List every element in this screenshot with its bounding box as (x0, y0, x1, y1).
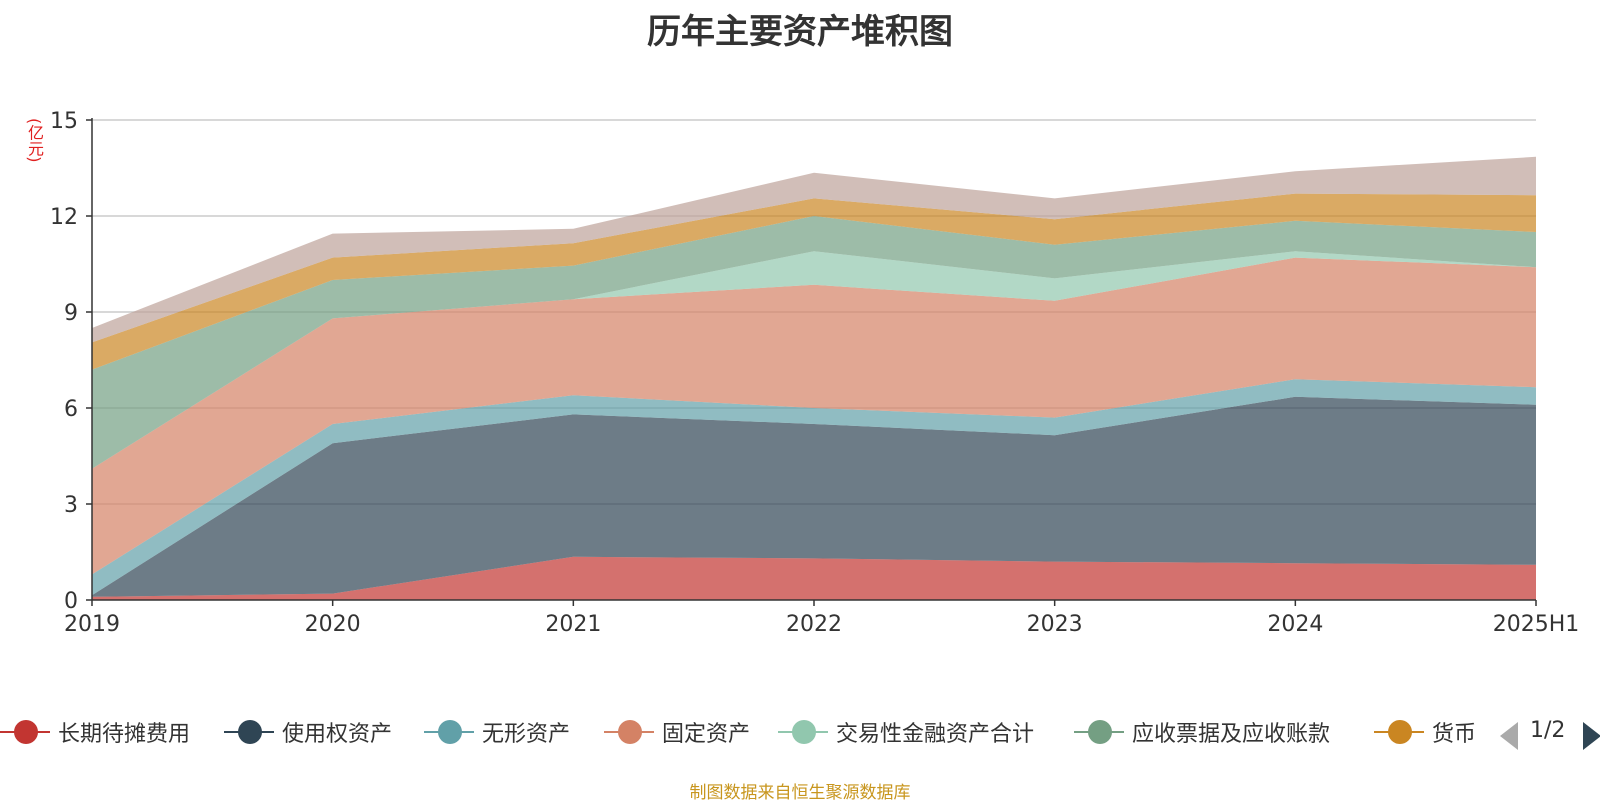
legend-item[interactable]: 使用权资产 (224, 712, 392, 752)
legend-item[interactable]: 无形资产 (424, 712, 570, 752)
legend-next-page-icon[interactable] (1583, 722, 1600, 750)
legend-item[interactable]: 长期待摊费用 (0, 712, 190, 752)
area-series-7 (92, 193, 1536, 370)
tick-labels: 0 3 6 9 12 15 2019 2020 2021 2022 2023 2024 2025H1 (50, 109, 1579, 637)
x-tick-label: 2022 (786, 612, 842, 637)
x-tick-label: 2023 (1027, 612, 1083, 637)
axes (86, 118, 1537, 606)
legend-marker-icon (224, 712, 274, 752)
legend-page-indicator: 1/2 (1530, 718, 1566, 743)
x-tick-label: 2020 (305, 612, 361, 637)
x-tick-label: 2025H1 (1493, 612, 1580, 637)
legend-label: 使用权资产 (282, 722, 393, 747)
area-series-2 (92, 396, 1536, 597)
y-tick-label: 9 (64, 301, 78, 326)
y-tick-label: 15 (50, 109, 78, 134)
y-tick-label: 6 (64, 397, 78, 422)
x-tick-label: 2024 (1267, 612, 1323, 637)
legend-item[interactable]: 货币 (1374, 712, 1476, 752)
legend-marker-icon (0, 712, 50, 752)
legend-marker-icon (424, 712, 474, 752)
legend-item[interactable]: 固定资产 (604, 712, 750, 752)
legend-label: 货币 (1432, 722, 1477, 747)
legend-marker-icon (1374, 712, 1424, 752)
area-series-6 (92, 216, 1536, 469)
legend-label: 应收票据及应收账款 (1132, 722, 1331, 747)
legend: 长期待摊费用 使用权资产 无形资产 固定资产 交易性金融资产合计 应收票据及应收账款 货币 (0, 712, 1600, 752)
source-note: 制图数据来自恒生聚源数据库 (689, 783, 911, 803)
area-series-1 (92, 556, 1536, 600)
legend-label: 固定资产 (662, 722, 751, 747)
stacked-area-chart: 0 3 6 9 12 15 2019 2020 2021 2022 2023 2024 2025H1 (50, 109, 1579, 637)
y-tick-label: 3 (64, 493, 78, 518)
chart-title: 历年主要资产堆积图 (647, 12, 953, 52)
legend-marker-icon (1074, 712, 1124, 752)
x-tick-label: 2019 (64, 612, 120, 637)
y-tick-label: 0 (64, 589, 78, 614)
y-tick-label: 12 (50, 205, 78, 230)
legend-label: 长期待摊费用 (58, 722, 191, 747)
legend-label: 无形资产 (482, 722, 571, 747)
legend-label: 交易性金融资产合计 (836, 722, 1035, 747)
legend-marker-icon (604, 712, 654, 752)
legend-item[interactable]: 交易性金融资产合计 (778, 712, 1034, 752)
x-tick-label: 2021 (545, 612, 601, 637)
area-series (92, 156, 1536, 600)
y-axis-unit-label: (亿元) (25, 118, 44, 163)
legend-item[interactable]: 应收票据及应收账款 (1074, 712, 1330, 752)
legend-prev-page-icon[interactable] (1500, 722, 1518, 750)
area-series-3 (92, 379, 1536, 596)
area-series-8 (92, 156, 1536, 343)
legend-marker-icon (778, 712, 828, 752)
area-series-4 (92, 257, 1536, 575)
